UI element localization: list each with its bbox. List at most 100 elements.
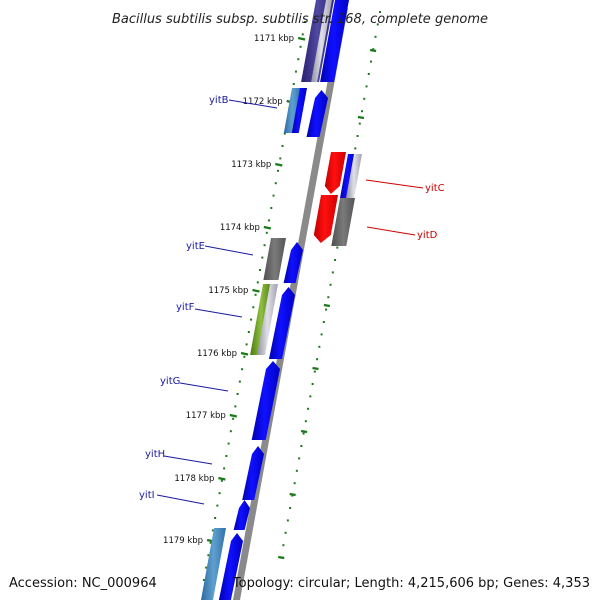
tick-dot <box>265 231 268 234</box>
tick-dot <box>331 271 334 274</box>
scale-label: 1171 kbp <box>254 34 294 44</box>
tick-dot <box>322 321 325 323</box>
tick-dot <box>209 541 212 544</box>
tick-dot <box>372 48 375 51</box>
tick-dot <box>268 219 271 222</box>
tick-dot <box>307 407 310 410</box>
tick-dot <box>220 479 223 482</box>
scale-ticks-inner <box>202 21 306 581</box>
tick-dot <box>283 132 286 135</box>
tick-dot <box>263 244 266 247</box>
tick-dot <box>291 494 294 497</box>
tick-dot <box>214 517 217 519</box>
feature-block[interactable] <box>257 284 278 355</box>
feature-block[interactable] <box>306 90 329 137</box>
tick-dot <box>223 467 226 470</box>
tick-dot <box>277 169 280 172</box>
tick-dot <box>279 157 282 160</box>
tick-dot <box>202 579 205 581</box>
feature-block[interactable] <box>201 528 226 600</box>
scale-label: 1175 kbp <box>208 286 248 296</box>
feature-block[interactable] <box>251 361 280 440</box>
scale-label: 1173 kbp <box>231 160 271 170</box>
feature-block[interactable] <box>250 284 272 355</box>
tick-dot <box>327 296 330 299</box>
feature-block[interactable] <box>242 446 264 500</box>
tick-dot <box>238 380 241 383</box>
tick-dot <box>259 269 262 271</box>
tick-dot <box>270 207 273 209</box>
tick-dot <box>298 457 301 460</box>
major-tick <box>289 492 296 497</box>
accession-text: Accession: NC_000964 <box>9 576 157 591</box>
tick-dot <box>218 492 221 495</box>
scale-label: 1176 kbp <box>197 349 237 359</box>
scale-label: 1179 kbp <box>163 536 203 546</box>
tick-dot <box>356 135 359 137</box>
major-tick <box>218 476 226 481</box>
major-tick <box>275 162 283 167</box>
major-tick <box>252 288 260 293</box>
feature-block[interactable] <box>313 195 338 243</box>
tick-dot <box>232 417 235 420</box>
callout-line-yitG <box>179 382 229 392</box>
major-tick <box>323 303 331 308</box>
gene-label-yitG[interactable]: yitG <box>160 376 180 387</box>
gene-callouts <box>156 99 424 505</box>
gene-label-yitI[interactable]: yitI <box>139 490 155 501</box>
feature-block[interactable] <box>324 152 346 194</box>
tick-dot <box>282 544 285 547</box>
gene-label-yitD[interactable]: yitD <box>417 230 438 241</box>
tick-dot <box>295 70 298 73</box>
tick-dot <box>292 83 295 85</box>
feature-block[interactable] <box>269 287 295 359</box>
tick-dot <box>229 430 232 433</box>
tick-dot <box>272 194 275 197</box>
feature-block[interactable] <box>311 0 332 82</box>
callout-line-yitI <box>156 494 205 505</box>
tick-dot <box>304 420 307 423</box>
tick-dot <box>358 122 361 125</box>
feature-block[interactable] <box>346 154 362 198</box>
callout-line-yitD <box>366 226 416 236</box>
major-tick <box>300 429 308 434</box>
tick-dot <box>286 519 289 522</box>
tick-dot <box>309 395 312 398</box>
feature-block[interactable] <box>283 242 303 283</box>
scale-label: 1177 kbp <box>186 411 226 421</box>
tick-dot <box>211 529 214 532</box>
tick-dot <box>205 566 208 569</box>
gene-label-yitF[interactable]: yitF <box>176 302 195 313</box>
tick-dot <box>316 358 319 361</box>
tick-dot <box>365 85 368 88</box>
tick-dot <box>281 145 284 147</box>
feature-block[interactable] <box>331 198 355 246</box>
tick-dot <box>247 331 250 333</box>
feature-track <box>201 0 362 600</box>
gene-label-yitH[interactable]: yitH <box>145 449 165 460</box>
tick-dot <box>304 21 306 23</box>
tick-dot <box>227 442 230 445</box>
tick-dot <box>289 507 292 509</box>
tick-dot <box>379 11 381 13</box>
callout-line-yitE <box>204 245 254 256</box>
feature-block[interactable] <box>291 88 307 133</box>
major-tick <box>297 36 306 41</box>
tick-dot <box>376 23 379 26</box>
callout-line-yitC <box>365 179 424 189</box>
scale-label: 1174 kbp <box>220 223 260 233</box>
tick-dot <box>252 306 255 309</box>
tick-dot <box>274 182 277 185</box>
feature-block[interactable] <box>283 88 301 133</box>
feature-block[interactable] <box>218 533 243 600</box>
tick-dot <box>300 445 303 447</box>
major-tick <box>369 48 377 53</box>
gene-label-yitC[interactable]: yitC <box>425 183 445 194</box>
feature-block[interactable] <box>233 500 250 530</box>
gene-label-yitB[interactable]: yitB <box>209 95 229 106</box>
feature-block[interactable] <box>263 238 286 280</box>
feature-block[interactable] <box>320 0 349 82</box>
tick-dot <box>261 256 264 259</box>
gene-label-yitE[interactable]: yitE <box>186 241 205 252</box>
